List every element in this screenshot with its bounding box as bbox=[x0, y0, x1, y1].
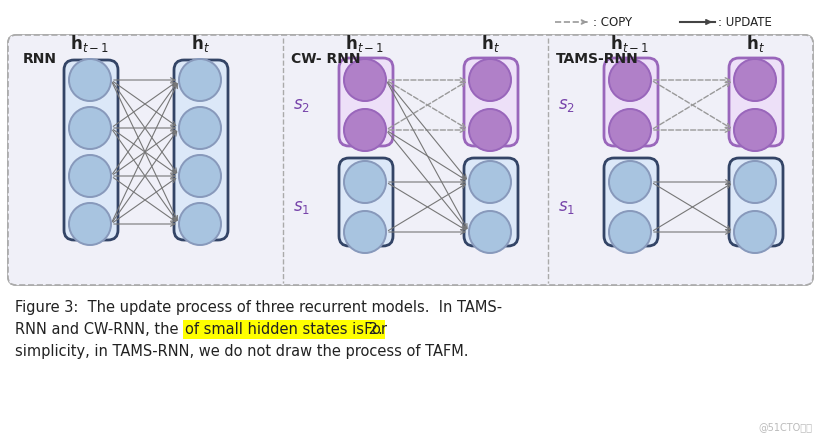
Text: $\mathbf{h}_{t-1}$: $\mathbf{h}_{t-1}$ bbox=[611, 33, 649, 54]
Circle shape bbox=[344, 211, 386, 253]
Text: $\mathbf{h}_{t}$: $\mathbf{h}_{t}$ bbox=[481, 33, 500, 54]
Circle shape bbox=[179, 59, 221, 101]
FancyBboxPatch shape bbox=[604, 158, 658, 246]
Text: of small hidden states is 2.: of small hidden states is 2. bbox=[185, 322, 383, 337]
Text: RNN and CW-RNN, the number: RNN and CW-RNN, the number bbox=[15, 322, 250, 337]
Circle shape bbox=[609, 211, 651, 253]
Circle shape bbox=[469, 211, 511, 253]
FancyBboxPatch shape bbox=[464, 158, 518, 246]
FancyBboxPatch shape bbox=[729, 158, 783, 246]
Circle shape bbox=[69, 107, 111, 149]
Circle shape bbox=[69, 59, 111, 101]
Text: $\mathbf{h}_{t}$: $\mathbf{h}_{t}$ bbox=[746, 33, 764, 54]
Text: $\mathit{s}_1$: $\mathit{s}_1$ bbox=[293, 198, 310, 216]
FancyBboxPatch shape bbox=[8, 35, 813, 285]
FancyBboxPatch shape bbox=[604, 58, 658, 146]
Circle shape bbox=[69, 203, 111, 245]
Circle shape bbox=[734, 161, 776, 203]
Text: @51CTO博客: @51CTO博客 bbox=[758, 422, 812, 432]
Text: CW- RNN: CW- RNN bbox=[291, 52, 361, 66]
FancyBboxPatch shape bbox=[8, 35, 813, 285]
Circle shape bbox=[609, 161, 651, 203]
Circle shape bbox=[69, 155, 111, 197]
Circle shape bbox=[609, 109, 651, 151]
Circle shape bbox=[609, 59, 651, 101]
Text: RNN: RNN bbox=[23, 52, 57, 66]
Circle shape bbox=[469, 161, 511, 203]
FancyBboxPatch shape bbox=[729, 58, 783, 146]
Text: : UPDATE: : UPDATE bbox=[718, 15, 772, 29]
Text: $\mathbf{h}_{t-1}$: $\mathbf{h}_{t-1}$ bbox=[345, 33, 385, 54]
FancyBboxPatch shape bbox=[64, 60, 118, 240]
Circle shape bbox=[734, 59, 776, 101]
Text: $\mathbf{h}_{t}$: $\mathbf{h}_{t}$ bbox=[191, 33, 210, 54]
Circle shape bbox=[734, 109, 776, 151]
Text: $\mathit{s}_2$: $\mathit{s}_2$ bbox=[558, 96, 575, 114]
Circle shape bbox=[344, 109, 386, 151]
Text: $\mathit{s}_1$: $\mathit{s}_1$ bbox=[558, 198, 575, 216]
Text: Figure 3:  The update process of three recurrent models.  In TAMS-: Figure 3: The update process of three re… bbox=[15, 300, 502, 315]
Circle shape bbox=[344, 59, 386, 101]
FancyBboxPatch shape bbox=[464, 58, 518, 146]
Circle shape bbox=[344, 161, 386, 203]
Text: TAMS-RNN: TAMS-RNN bbox=[556, 52, 639, 66]
Circle shape bbox=[469, 109, 511, 151]
Text: For: For bbox=[355, 322, 387, 337]
Text: : COPY: : COPY bbox=[593, 15, 632, 29]
Text: $\mathbf{h}_{t-1}$: $\mathbf{h}_{t-1}$ bbox=[71, 33, 109, 54]
FancyBboxPatch shape bbox=[174, 60, 228, 240]
Circle shape bbox=[179, 107, 221, 149]
Circle shape bbox=[179, 155, 221, 197]
Text: simplicity, in TAMS-RNN, we do not draw the process of TAFM.: simplicity, in TAMS-RNN, we do not draw … bbox=[15, 344, 469, 359]
FancyBboxPatch shape bbox=[339, 158, 393, 246]
Circle shape bbox=[179, 203, 221, 245]
Text: $\mathit{s}_2$: $\mathit{s}_2$ bbox=[293, 96, 310, 114]
FancyBboxPatch shape bbox=[339, 58, 393, 146]
Circle shape bbox=[734, 211, 776, 253]
Circle shape bbox=[469, 59, 511, 101]
